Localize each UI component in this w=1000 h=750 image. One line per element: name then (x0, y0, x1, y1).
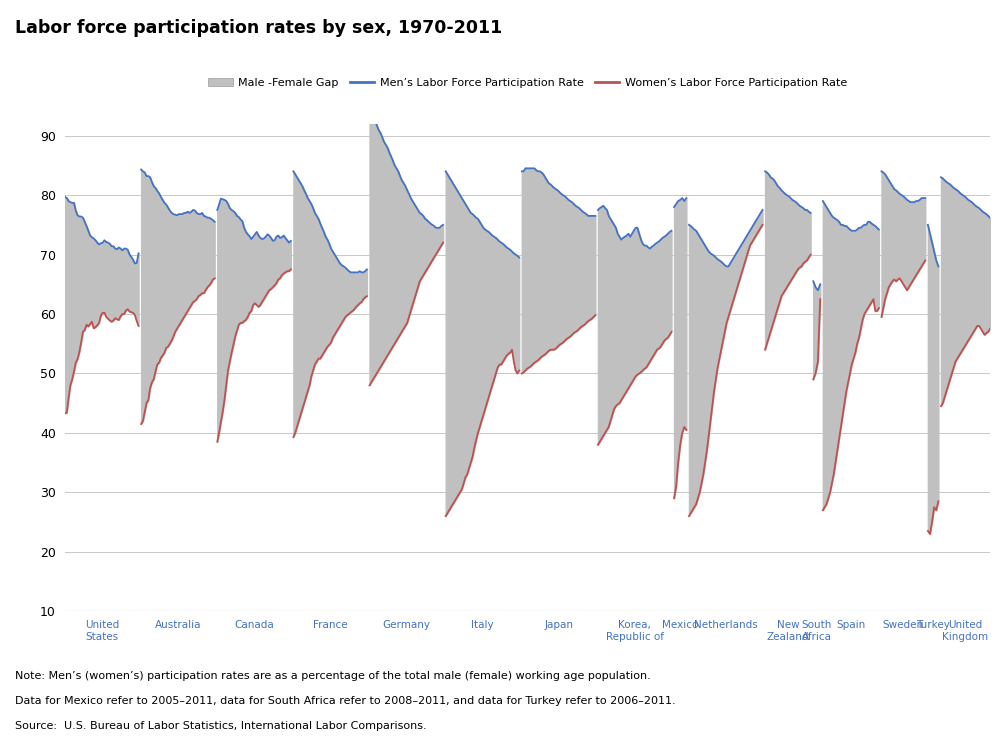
Text: Source:  U.S. Bureau of Labor Statistics, International Labor Comparisons.: Source: U.S. Bureau of Labor Statistics,… (15, 721, 427, 730)
Text: Spain: Spain (836, 620, 865, 630)
Text: Labor force participation rates by sex, 1970-2011: Labor force participation rates by sex, … (15, 19, 502, 37)
Text: Italy: Italy (471, 620, 494, 630)
Text: Turkey: Turkey (916, 620, 950, 630)
Text: Sweden: Sweden (883, 620, 924, 630)
Text: Australia: Australia (155, 620, 201, 630)
Text: Note: Men’s (women’s) participation rates are as a percentage of the total male : Note: Men’s (women’s) participation rate… (15, 671, 651, 681)
Legend: Male -Female Gap, Men’s Labor Force Participation Rate, Women’s Labor Force Part: Male -Female Gap, Men’s Labor Force Part… (204, 74, 851, 92)
Text: Netherlands: Netherlands (694, 620, 758, 630)
Text: Canada: Canada (234, 620, 274, 630)
Text: United
States: United States (85, 620, 119, 642)
Text: Mexico: Mexico (662, 620, 698, 630)
Text: Japan: Japan (544, 620, 573, 630)
Text: United
Kingdom: United Kingdom (942, 620, 989, 642)
Text: New
Zealand: New Zealand (767, 620, 809, 642)
Text: Korea,
Republic of: Korea, Republic of (606, 620, 664, 642)
Text: France: France (313, 620, 347, 630)
Text: South
Africa: South Africa (802, 620, 832, 642)
Text: Germany: Germany (382, 620, 430, 630)
Text: Data for Mexico refer to 2005–2011, data for South Africa refer to 2008–2011, an: Data for Mexico refer to 2005–2011, data… (15, 696, 676, 706)
